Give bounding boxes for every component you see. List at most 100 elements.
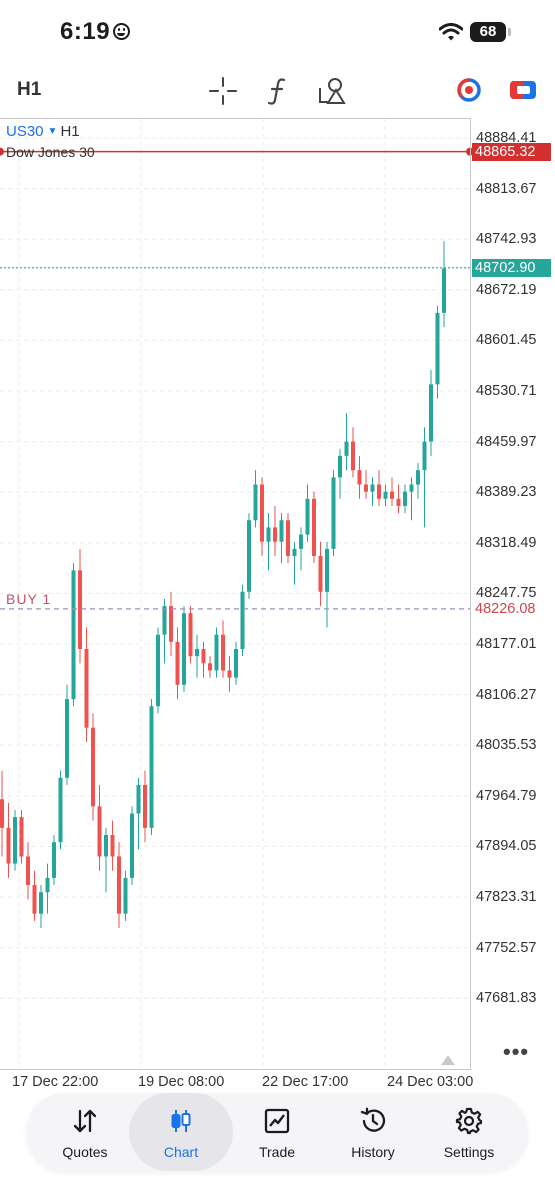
symbol-name[interactable]: US30 bbox=[6, 123, 44, 140]
candle-body bbox=[26, 856, 30, 886]
candle-body bbox=[123, 877, 128, 914]
price-tick-label: 47894.05 bbox=[476, 838, 537, 855]
candle-body bbox=[221, 634, 225, 671]
scroll-to-end-icon[interactable] bbox=[441, 1055, 455, 1065]
candle-body bbox=[396, 498, 401, 506]
function-icon[interactable] bbox=[266, 76, 290, 106]
candle-body bbox=[71, 570, 76, 700]
price-tick-label: 48459.97 bbox=[476, 433, 537, 450]
timeframe-button[interactable]: H1 bbox=[17, 79, 42, 100]
candle-body bbox=[390, 491, 394, 499]
price-tick-label: 47681.83 bbox=[476, 990, 537, 1007]
candle-body bbox=[149, 706, 154, 828]
price-tick-label: 48106.27 bbox=[476, 686, 537, 703]
quotes-icon bbox=[73, 1109, 97, 1133]
candle-body bbox=[13, 817, 17, 864]
symbol-header[interactable]: US30 ▼ H1 bbox=[6, 123, 80, 140]
candle-body bbox=[377, 484, 381, 499]
more-options-icon[interactable]: ••• bbox=[503, 1039, 530, 1064]
candle-body bbox=[331, 477, 336, 549]
color-scheme-icon[interactable] bbox=[455, 76, 483, 104]
battery-indicator: 68 bbox=[470, 22, 506, 42]
candle-body bbox=[260, 484, 264, 542]
candle-body bbox=[0, 799, 4, 828]
candle-body bbox=[117, 856, 121, 914]
candle-body bbox=[351, 441, 355, 471]
candle-body bbox=[162, 606, 167, 635]
tab-chart-label: Chart bbox=[163, 1144, 199, 1160]
candle-body bbox=[78, 570, 82, 650]
candle-body bbox=[104, 834, 108, 857]
tab-history[interactable]: History bbox=[321, 1093, 425, 1171]
tab-settings[interactable]: Settings bbox=[417, 1093, 521, 1171]
candle-body bbox=[422, 441, 427, 471]
trade-icon bbox=[264, 1108, 290, 1134]
chart-canvas[interactable] bbox=[0, 118, 555, 1070]
candle-body bbox=[201, 649, 206, 664]
candle-body bbox=[266, 527, 271, 542]
candle-body bbox=[383, 491, 388, 499]
caret-down-icon[interactable]: ▼ bbox=[47, 126, 58, 137]
objects-icon[interactable] bbox=[317, 76, 347, 106]
candle-body bbox=[45, 877, 50, 893]
candle-body bbox=[91, 727, 95, 807]
candle-body bbox=[344, 441, 349, 456]
price-tick-label: 47964.79 bbox=[476, 787, 537, 804]
tab-trade-label: Trade bbox=[258, 1144, 296, 1160]
candle-body bbox=[312, 498, 316, 557]
candle-body bbox=[357, 470, 362, 485]
candle-body bbox=[19, 817, 24, 857]
candle-body bbox=[240, 591, 245, 650]
tab-history-label: History bbox=[351, 1144, 395, 1160]
alert-price-tag[interactable]: 48865.32 bbox=[472, 142, 551, 161]
candle-body bbox=[58, 777, 63, 843]
price-tick-label: 47752.57 bbox=[476, 939, 537, 956]
symbol-timeframe: H1 bbox=[60, 123, 80, 140]
time-tick-label: 22 Dec 17:00 bbox=[262, 1074, 349, 1090]
price-chart[interactable]: US30 ▼ H1 Dow Jones 30 BUY 1 48884.41 48813… bbox=[0, 118, 555, 1090]
candle-body bbox=[305, 498, 310, 535]
alert-handle[interactable] bbox=[0, 147, 4, 156]
candle-body bbox=[143, 784, 147, 828]
candle-body bbox=[318, 556, 323, 592]
account-icon[interactable] bbox=[508, 76, 538, 104]
candle-body bbox=[292, 548, 297, 557]
order-price-tag[interactable]: 48226.08 bbox=[472, 599, 551, 618]
crosshair-icon[interactable] bbox=[208, 76, 238, 106]
candle-body bbox=[97, 806, 102, 857]
candle-body bbox=[370, 484, 375, 492]
candle-body bbox=[435, 312, 440, 385]
candle-body bbox=[279, 520, 284, 542]
symbol-description: Dow Jones 30 bbox=[6, 144, 95, 160]
time-tick-label: 19 Dec 08:00 bbox=[138, 1074, 225, 1090]
candle-body bbox=[409, 484, 414, 492]
tab-settings-label: Settings bbox=[443, 1144, 495, 1160]
candle-body bbox=[169, 606, 173, 642]
candle-body bbox=[325, 548, 329, 592]
candle-body bbox=[39, 892, 43, 914]
time-tick-label: 24 Dec 03:00 bbox=[387, 1074, 474, 1090]
history-icon bbox=[360, 1107, 386, 1132]
candle-body bbox=[416, 470, 420, 485]
candle-body bbox=[273, 527, 277, 542]
candle-body bbox=[286, 520, 290, 557]
battery-tip bbox=[508, 28, 511, 36]
candle-body bbox=[364, 484, 368, 492]
candle-body bbox=[195, 649, 199, 657]
tab-quotes[interactable]: Quotes bbox=[33, 1093, 137, 1171]
candle-body bbox=[130, 813, 134, 878]
tab-chart[interactable]: Chart bbox=[129, 1093, 233, 1171]
candle-body bbox=[253, 484, 258, 521]
price-tick-label: 47823.31 bbox=[476, 889, 537, 905]
candle-body bbox=[65, 699, 69, 778]
order-label[interactable]: BUY 1 bbox=[6, 590, 52, 607]
candle-body bbox=[188, 613, 193, 657]
candle-body bbox=[156, 634, 160, 707]
tab-quotes-label: Quotes bbox=[62, 1144, 108, 1160]
price-tick-label: 48601.45 bbox=[476, 332, 537, 349]
wifi-icon bbox=[439, 23, 463, 41]
candle-body bbox=[6, 827, 11, 864]
current-price-tag: 48702.90 bbox=[472, 258, 551, 277]
tab-trade[interactable]: Trade bbox=[225, 1093, 329, 1171]
candle-body bbox=[84, 649, 89, 728]
